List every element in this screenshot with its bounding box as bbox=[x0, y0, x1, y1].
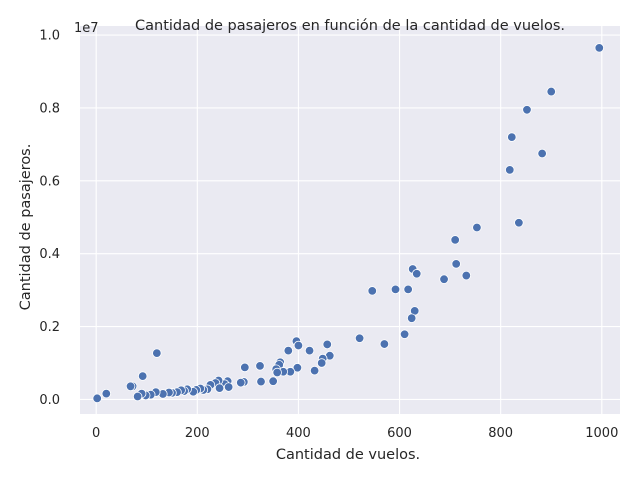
data-point bbox=[505, 165, 515, 175]
x-tick-label: 0 bbox=[92, 426, 100, 441]
y-tick-label: 1.0 bbox=[39, 29, 60, 44]
data-point bbox=[92, 393, 102, 404]
data-point bbox=[399, 329, 410, 339]
data-point bbox=[132, 391, 143, 402]
data-point bbox=[240, 362, 250, 373]
grid-lines bbox=[80, 26, 620, 414]
x-tick-labels: 0 200 400 600 800 1000 bbox=[92, 426, 618, 441]
x-tick-label: 400 bbox=[286, 426, 311, 441]
data-point bbox=[223, 382, 234, 392]
data-point bbox=[152, 348, 162, 358]
data-point bbox=[283, 345, 294, 356]
y-tick-label: 0.4 bbox=[39, 247, 60, 262]
data-point bbox=[514, 218, 524, 228]
y-tick-label: 0.0 bbox=[39, 393, 60, 408]
data-point bbox=[406, 313, 417, 323]
data-point bbox=[101, 388, 111, 399]
data-point bbox=[450, 235, 460, 245]
data-point bbox=[461, 270, 471, 281]
data-point bbox=[293, 340, 304, 351]
x-tick-label: 800 bbox=[488, 426, 513, 441]
data-point bbox=[537, 148, 547, 159]
x-tick-label: 1000 bbox=[585, 426, 618, 441]
data-point bbox=[304, 345, 315, 356]
data-point bbox=[522, 105, 532, 115]
data-point bbox=[472, 222, 482, 233]
y-offset-label: 1e7 bbox=[74, 21, 99, 36]
data-point bbox=[390, 284, 401, 295]
data-point bbox=[379, 339, 390, 349]
data-point bbox=[451, 259, 461, 269]
data-points bbox=[92, 43, 604, 404]
y-tick-labels: 0.0 0.2 0.4 0.6 0.8 1.0 bbox=[39, 29, 60, 408]
data-point bbox=[125, 381, 136, 392]
data-point bbox=[292, 363, 303, 373]
data-point bbox=[354, 333, 365, 343]
x-axis-label: Cantidad de vuelos. bbox=[276, 447, 420, 463]
data-point bbox=[594, 43, 604, 53]
y-axis-label: Cantidad de pasajeros. bbox=[18, 144, 34, 311]
data-point bbox=[236, 377, 246, 388]
data-point bbox=[256, 376, 266, 387]
data-point bbox=[412, 269, 422, 279]
data-point bbox=[272, 367, 282, 378]
chart-title: Cantidad de pasajeros en función de la c… bbox=[135, 18, 565, 34]
data-point bbox=[309, 365, 320, 376]
y-tick-label: 0.8 bbox=[39, 101, 60, 116]
data-point bbox=[322, 339, 332, 350]
data-point bbox=[403, 284, 413, 295]
plot-background bbox=[80, 26, 620, 414]
data-point bbox=[137, 371, 148, 381]
data-point bbox=[268, 376, 278, 386]
data-point bbox=[214, 383, 225, 393]
data-point bbox=[507, 132, 517, 142]
x-tick-label: 200 bbox=[185, 426, 210, 441]
y-tick-label: 0.6 bbox=[39, 174, 60, 189]
data-point bbox=[367, 286, 377, 296]
data-point bbox=[255, 361, 265, 371]
data-point bbox=[546, 86, 556, 97]
y-tick-label: 0.2 bbox=[39, 320, 60, 335]
data-point bbox=[316, 358, 327, 368]
data-point bbox=[439, 274, 449, 284]
x-tick-label: 600 bbox=[387, 426, 412, 441]
